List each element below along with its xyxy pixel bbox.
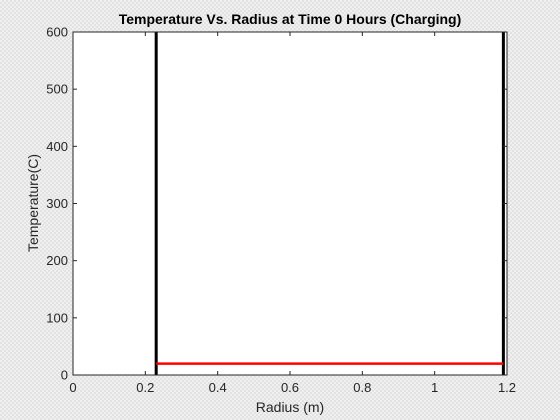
chart-title: Temperature Vs. Radius at Time 0 Hours (… [119,11,462,27]
y-tick-label: 300 [46,196,68,211]
x-tick-label: 0.2 [136,380,154,395]
x-tick-labels: 0 0.2 0.4 0.6 0.8 1 1.2 [69,380,516,395]
x-tick-label: 0 [69,380,76,395]
x-tick-label: 0.6 [281,380,299,395]
y-tick-label: 0 [61,368,68,383]
x-tick-label: 1.2 [498,380,516,395]
x-tick-label: 0.4 [209,380,227,395]
y-tick-label: 100 [46,310,68,325]
y-tick-labels: 0 100 200 300 400 500 600 [46,25,68,383]
tick-marks [72,31,508,376]
y-tick-label: 500 [46,82,68,97]
y-axis-label: Temperature(C) [25,154,41,252]
y-tick-label: 200 [46,253,68,268]
y-tick-label: 400 [46,139,68,154]
x-tick-label: 0.8 [353,380,371,395]
y-tick-label: 600 [46,25,68,40]
x-axis-label: Radius (m) [256,399,324,415]
x-tick-label: 1 [431,380,438,395]
plot-area [73,32,507,375]
